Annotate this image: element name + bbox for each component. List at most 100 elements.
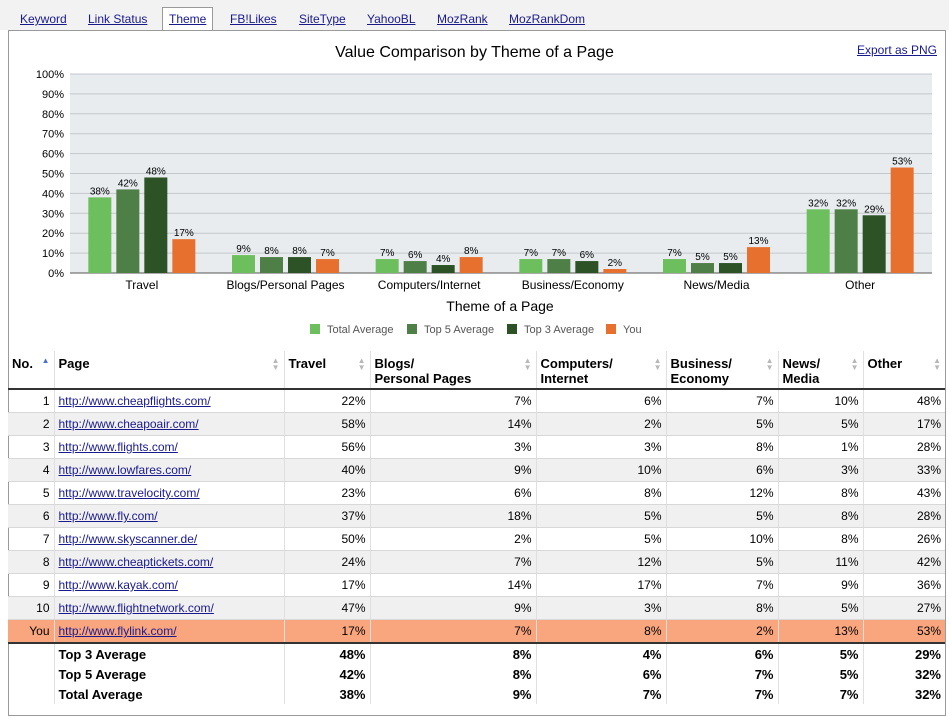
bar-value-label: 29%	[864, 204, 884, 215]
summary-row: Top 3 Average 48% 8% 4% 6% 5% 29%	[8, 642, 945, 664]
page-link[interactable]: http://www.lowfares.com/	[58, 463, 192, 477]
y-tick-label: 60%	[42, 149, 64, 161]
page-link[interactable]: http://www.fly.com/	[58, 509, 158, 523]
table-row: 2 http://www.cheapoair.com/58% 14% 2% 5% 5% 17…	[8, 412, 945, 436]
y-tick-label: 10%	[42, 248, 64, 260]
value-cell: 3%	[369, 435, 536, 459]
column-header[interactable]: Blogs/ Personal Pages ▲ ▼	[369, 351, 536, 390]
tab-link-status[interactable]: Link Status	[88, 12, 148, 26]
sort-arrows-icon[interactable]: ▲ ▼	[933, 356, 941, 372]
page-link[interactable]: http://www.cheapoair.com/	[58, 417, 199, 431]
bar-value-label: 32%	[836, 198, 856, 209]
y-tick-label: 70%	[42, 129, 64, 141]
table-row-you: You http://www.flylink.com/17% 7% 8% 2% 13% 53…	[8, 619, 945, 644]
x-axis-ticks: Travel Blogs/Personal Pages Computers/Inte…	[125, 278, 875, 292]
table-row: 9 http://www.kayak.com/17% 14% 17% 7% 9% 36%	[8, 573, 945, 597]
value-cell: 11%	[777, 550, 863, 574]
page-link[interactable]: http://www.cheapflights.com/	[58, 394, 211, 408]
y-tick-label: 0%	[48, 268, 64, 280]
bar-value-label: 8%	[264, 246, 279, 257]
value-cell: 12%	[535, 550, 666, 574]
column-header[interactable]: Other ▲ ▼	[862, 351, 945, 390]
x-tick-label: Other	[845, 278, 875, 292]
row-number: 10	[8, 596, 54, 620]
x-tick-label: Business/Economy	[522, 278, 624, 292]
row-number: 8	[8, 550, 54, 574]
bar	[403, 261, 427, 273]
column-header[interactable]: No. ▲	[8, 351, 54, 390]
chart-title: Value Comparison by Theme of a Page	[335, 44, 614, 61]
sort-arrows-icon[interactable]: ▲	[41, 356, 50, 365]
sort-arrows-icon[interactable]: ▲ ▼	[765, 356, 774, 372]
bar	[288, 257, 311, 273]
bar	[519, 259, 543, 273]
value-cell: 3%	[535, 435, 666, 459]
column-header[interactable]: Travel ▲ ▼	[283, 351, 370, 390]
page-link[interactable]: http://www.flightnetwork.com/	[58, 601, 214, 615]
bar	[459, 257, 483, 273]
bar-value-label: 5%	[695, 252, 710, 263]
tab-sitetype[interactable]: SiteType	[299, 12, 346, 26]
page-link[interactable]: http://www.skyscanner.de/	[58, 532, 198, 546]
column-header[interactable]: News/ Media ▲ ▼	[777, 351, 863, 390]
bar-value-label: 5%	[723, 252, 738, 263]
value-cell: 33%	[862, 458, 945, 482]
summary-value: 29%	[862, 642, 945, 664]
row-number: 6	[8, 504, 54, 528]
value-cell: 47%	[283, 596, 370, 620]
column-header-label: Business/ Economy	[670, 356, 732, 386]
tab-keyword[interactable]: Keyword	[20, 12, 67, 26]
value-cell: 13%	[777, 619, 863, 644]
column-header-label: Page	[58, 356, 90, 371]
value-cell: 5%	[665, 550, 778, 574]
page-link[interactable]: http://www.kayak.com/	[58, 578, 178, 592]
theme-table: No. ▲ Page ▲ ▼ Travel ▲ ▼ Blogs/ Personal Pages ▲…	[8, 351, 945, 704]
sort-arrows-icon[interactable]: ▲ ▼	[271, 356, 280, 372]
value-cell: 23%	[283, 481, 370, 505]
bar-value-label: 7%	[524, 248, 539, 259]
column-header[interactable]: Page ▲ ▼	[53, 351, 284, 390]
column-header[interactable]: Computers/ Internet ▲ ▼	[535, 351, 666, 390]
table-row: 3 http://www.flights.com/56% 3% 3% 8% 1% 28%	[8, 435, 945, 459]
value-cell: 6%	[369, 481, 536, 505]
value-cell: 14%	[369, 412, 536, 436]
value-cell: 10%	[777, 389, 863, 413]
bar	[316, 259, 339, 273]
column-header-label: Travel	[288, 356, 327, 371]
page-link[interactable]: http://www.flylink.com/	[58, 624, 177, 638]
page-cell: http://www.cheaptickets.com/	[53, 550, 284, 574]
y-tick-label: 40%	[42, 188, 64, 200]
sort-arrows-icon[interactable]: ▲ ▼	[357, 356, 366, 372]
value-cell: 8%	[777, 481, 863, 505]
x-axis-label: Theme of a Page	[446, 298, 554, 314]
summary-value: 6%	[665, 642, 778, 664]
page-cell: http://www.flights.com/	[53, 435, 284, 459]
bar-value-label: 53%	[892, 157, 912, 168]
tab-fb-likes[interactable]: FB!Likes	[230, 12, 277, 26]
row-number: You	[8, 619, 54, 644]
sort-arrows-icon[interactable]: ▲ ▼	[653, 356, 662, 372]
summary-value: 48%	[283, 642, 370, 664]
tab-yahoobl[interactable]: YahooBL	[367, 12, 416, 26]
value-cell: 8%	[777, 527, 863, 551]
value-cell: 22%	[283, 389, 370, 413]
sort-arrows-icon[interactable]: ▲ ▼	[850, 356, 859, 372]
export-png-link[interactable]: Export as PNG	[856, 43, 937, 57]
column-header[interactable]: Business/ Economy ▲ ▼	[665, 351, 778, 390]
theme-bar-chart: 0% 10% 20% 30% 40% 50% 60% 70% 80% 90% 100% 38% 42%…	[36, 69, 932, 336]
value-cell: 5%	[535, 504, 666, 528]
page-link[interactable]: http://www.flights.com/	[58, 440, 178, 454]
page-link[interactable]: http://www.travelocity.com/	[58, 486, 200, 500]
value-cell: 18%	[369, 504, 536, 528]
page-link[interactable]: http://www.cheaptickets.com/	[58, 555, 214, 569]
tab-mozrankdom[interactable]: MozRankDom	[509, 12, 586, 26]
bar-value-label: 8%	[464, 246, 479, 257]
chart-bars: 38% 42% 48% 17% 9% 8% 8% 7% 7% 6% 4% 8% 7% 7% 6% 2% 7% 5%…	[88, 157, 914, 273]
value-cell: 5%	[777, 596, 863, 620]
bar-value-label: 17%	[174, 228, 194, 239]
value-cell: 50%	[283, 527, 370, 551]
value-cell: 42%	[862, 550, 945, 574]
sort-arrows-icon[interactable]: ▲ ▼	[523, 356, 532, 372]
tab-mozrank[interactable]: MozRank	[437, 12, 488, 26]
column-header-label: Blogs/ Personal Pages	[374, 356, 472, 386]
